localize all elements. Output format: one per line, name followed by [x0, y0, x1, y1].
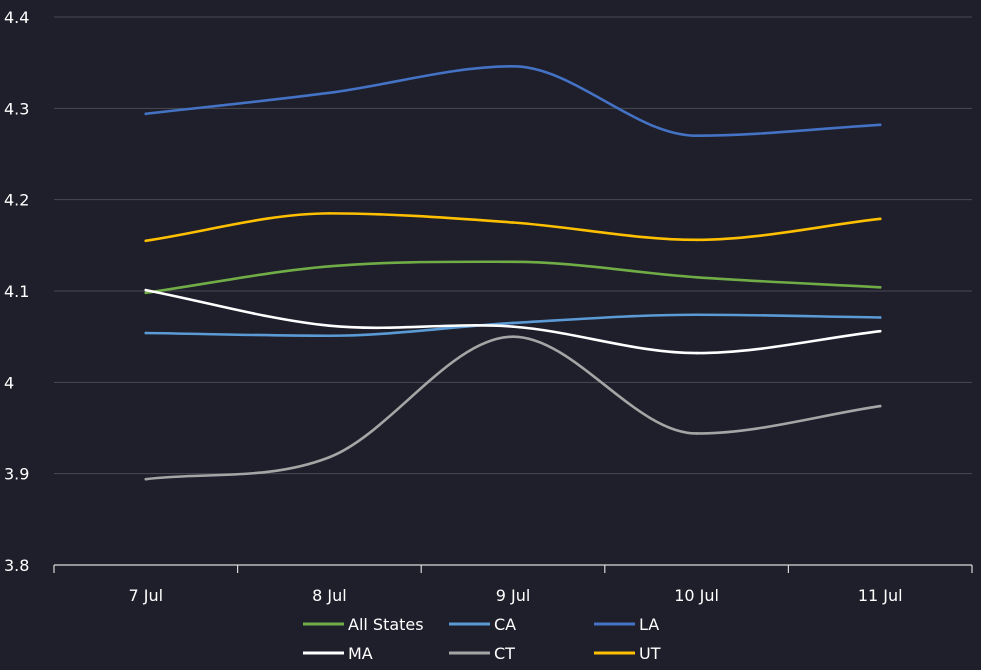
series-line-ma	[144, 288, 882, 355]
data-point-ca	[511, 321, 515, 325]
series-line-ct	[144, 335, 882, 481]
legend-item-ca: CA	[449, 615, 516, 634]
y-tick-label: 4.2	[4, 191, 29, 210]
y-tick-label: 4.3	[4, 99, 29, 118]
data-point-ct	[695, 432, 698, 435]
data-point-la	[878, 123, 882, 127]
data-point-ca	[695, 313, 698, 317]
x-tick-label: 10 Jul	[674, 586, 719, 605]
legend-item-la: LA	[594, 615, 659, 634]
data-point-all-states	[511, 260, 515, 264]
data-point-la	[695, 134, 698, 138]
x-axis: 7 Jul 8 Jul 9 Jul 10 Jul 11 Jul	[53, 564, 973, 605]
data-point-all-states	[695, 276, 698, 279]
data-point-ut	[511, 221, 515, 224]
series-line-all-states	[144, 260, 882, 295]
series-line-la	[144, 65, 882, 138]
legend-label: UT	[639, 644, 661, 663]
series-line-ut	[144, 212, 882, 243]
data-point-ut	[144, 239, 148, 243]
y-tick-label: 3.9	[4, 465, 29, 484]
y-tick-label: 4.4	[4, 8, 29, 27]
y-tick-label: 4	[4, 373, 14, 392]
data-point-ma	[695, 351, 698, 355]
data-point-ct	[144, 477, 148, 481]
data-point-all-states	[328, 265, 331, 268]
data-point-ut	[878, 217, 882, 221]
data-point-ct	[328, 455, 331, 459]
data-point-all-states	[144, 291, 148, 295]
gridlines	[54, 16, 972, 475]
data-point-ut	[328, 212, 331, 215]
series-line-ca	[144, 313, 882, 338]
data-point-ma	[878, 329, 882, 333]
data-point-la	[144, 112, 148, 116]
data-point-ca	[328, 334, 331, 338]
data-point-ca	[144, 331, 148, 335]
data-point-ma	[328, 324, 331, 328]
data-point-ma	[511, 325, 515, 328]
legend: All States CA LA MA CT UT	[303, 615, 661, 663]
data-point-la	[328, 91, 331, 95]
legend-label: MA	[348, 644, 373, 663]
data-point-ca	[878, 316, 882, 319]
legend-item-ut: UT	[594, 644, 661, 663]
legend-label: CT	[494, 644, 515, 663]
x-tick-label: 8 Jul	[312, 586, 347, 605]
data-point-ct	[511, 335, 515, 338]
series-lines	[144, 65, 882, 481]
legend-item-ma: MA	[303, 644, 373, 663]
y-tick-label: 4.1	[4, 282, 29, 301]
data-point-ct	[878, 404, 882, 408]
legend-label: All States	[348, 615, 424, 634]
x-tick-label: 7 Jul	[129, 586, 164, 605]
legend-item-ct: CT	[449, 644, 515, 663]
legend-label: CA	[494, 615, 516, 634]
legend-item-all-states: All States	[303, 615, 424, 634]
legend-label: LA	[639, 615, 659, 634]
data-point-ut	[695, 238, 698, 242]
y-tick-label: 3.8	[4, 556, 29, 575]
x-tick-label: 11 Jul	[858, 586, 903, 605]
data-point-la	[511, 65, 515, 68]
data-point-ma	[144, 288, 148, 292]
data-point-all-states	[878, 286, 882, 289]
y-axis: 3.8 3.9 4 4.1 4.2 4.3 4.4	[4, 8, 29, 575]
x-tick-label: 9 Jul	[496, 586, 531, 605]
